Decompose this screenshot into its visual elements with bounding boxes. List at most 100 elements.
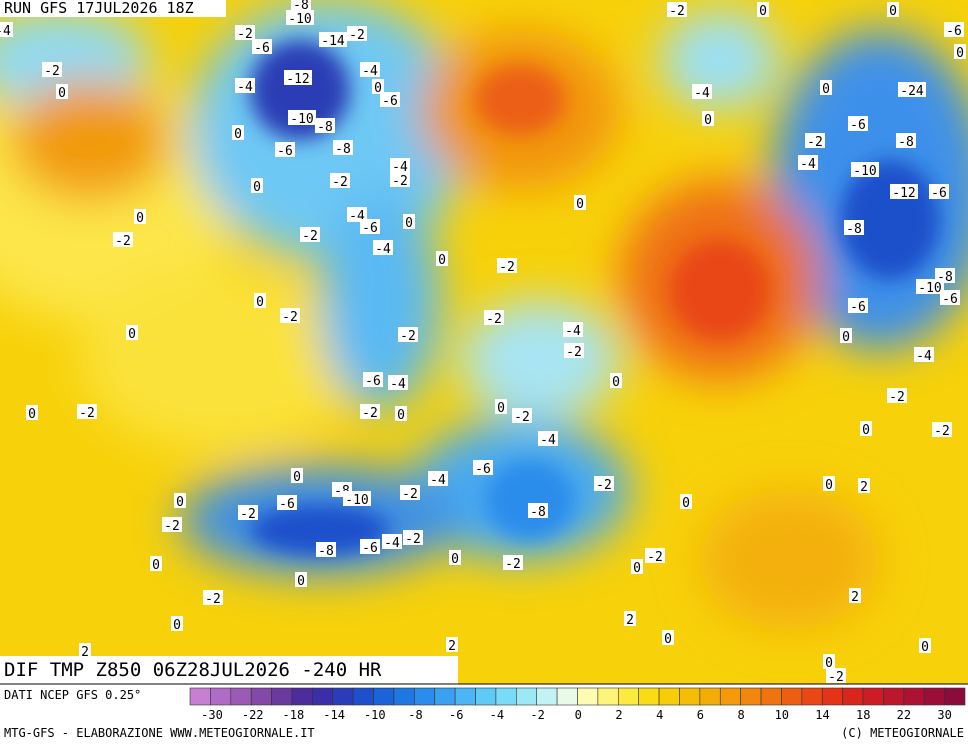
contour-label: -4 [916, 349, 932, 364]
contour-label-bg [347, 207, 367, 222]
contour-label-bg [449, 550, 461, 565]
contour-label: -2 [499, 260, 515, 275]
colorbar-tick-label: -30 [201, 708, 223, 722]
contour-label-bg [380, 92, 400, 107]
contour-label: 0 [664, 632, 672, 647]
contour-label-bg [79, 643, 91, 658]
colorbar-tick-label: -6 [449, 708, 463, 722]
contour-label-bg [932, 422, 952, 437]
contour-label: 0 [293, 470, 301, 485]
field-title: DIF TMP Z850 06Z28JUL2026 -240 HR [4, 659, 382, 681]
contour-label-bg [484, 310, 504, 325]
contour-label: -4 [390, 377, 406, 392]
colorbar-swatch [536, 687, 558, 706]
contour-label: 0 [136, 211, 144, 226]
colorbar-tick-label: -18 [283, 708, 305, 722]
colorbar-tick-label: -14 [323, 708, 345, 722]
contour-label: 0 [612, 375, 620, 390]
colorbar-swatch [658, 687, 680, 706]
contour-label-bg [757, 2, 769, 17]
contour-label-bg [826, 668, 846, 683]
contour-label-bg [343, 491, 371, 506]
contour-label: -8 [293, 0, 309, 13]
contour-label: -10 [853, 164, 876, 179]
contour-label-bg [538, 431, 558, 446]
colorbar-swatch [862, 687, 884, 706]
contour-label: -4 [375, 242, 391, 257]
contour-label-bg [232, 125, 244, 140]
colorbar-swatch [516, 687, 538, 706]
contour-label: -4 [237, 80, 253, 95]
contour-label: -4 [540, 433, 556, 448]
contour-label: -6 [942, 292, 958, 307]
contour-label: -6 [475, 462, 491, 477]
contour-label: -2 [486, 312, 502, 327]
colorbar-tick-label: -8 [408, 708, 422, 722]
contour-label: 0 [862, 423, 870, 438]
contour-label-bg [275, 142, 295, 157]
contour-label: 2 [448, 639, 456, 654]
colorbar-swatch [393, 687, 415, 706]
contour-label-bg [823, 476, 835, 491]
colorbar-swatch [475, 687, 497, 706]
contour-label-bg [564, 343, 584, 358]
contour-label: -2 [205, 592, 221, 607]
contour-label-bg [680, 494, 692, 509]
colorbar-swatch [352, 687, 374, 706]
contour-label: 0 [374, 81, 382, 96]
colorbar-tick-label: 2 [615, 708, 622, 722]
contour-label: -2 [405, 532, 421, 547]
contour-label: 0 [889, 4, 897, 19]
contour-label: -2 [392, 174, 408, 189]
contour-label-bg [333, 140, 353, 155]
credits: MTG-GFS - ELABORAZIONE WWW.METEOGIORNALE… [4, 726, 315, 740]
contour-label: -8 [898, 135, 914, 150]
colorbar-swatch [271, 687, 293, 706]
colorbar-swatch [230, 687, 252, 706]
contour-label-bg [631, 559, 643, 574]
contour-label: -2 [79, 406, 95, 421]
contour-label-bg [56, 84, 68, 99]
contour-label: -2 [302, 229, 318, 244]
contour-label-bg [288, 110, 316, 125]
run-box [0, 0, 226, 17]
contour-label: -4 [694, 86, 710, 101]
contour-label: -2 [505, 557, 521, 572]
contour-label: -4 [0, 24, 11, 39]
contour-label: 0 [921, 640, 929, 655]
colorbar-swatch [903, 687, 925, 706]
contour-label: 0 [451, 552, 459, 567]
contour-label: 0 [704, 113, 712, 128]
contour-label: 0 [176, 495, 184, 510]
contour-label-bg [610, 373, 622, 388]
colorbar-swatch [597, 687, 619, 706]
contour-label: -4 [565, 324, 581, 339]
contour-label: -2 [828, 670, 844, 685]
contour-label: -6 [946, 24, 962, 39]
contour-label: 0 [825, 656, 833, 671]
contour-label-bg [171, 616, 183, 631]
contour-label: -2 [237, 27, 253, 42]
contour-label-bg [360, 539, 380, 554]
contour-label-bg [251, 178, 263, 193]
colorbar-swatch [679, 687, 701, 706]
contour-label-bg [940, 290, 960, 305]
contour-label-bg [330, 173, 350, 188]
contour-label: -4 [392, 160, 408, 175]
contour-label: 0 [253, 180, 261, 195]
contour-label: -2 [44, 64, 60, 79]
contour-label-bg [360, 219, 380, 234]
contour-label-bg [347, 26, 367, 41]
contour-label-bg [914, 347, 934, 362]
contour-label-bg [286, 10, 314, 25]
contour-label: -6 [365, 374, 381, 389]
contour-label-bg [944, 22, 964, 37]
contour-label-bg [896, 133, 916, 148]
contour-label-bg [436, 251, 448, 266]
contour-label: 0 [234, 127, 242, 142]
contour-label-bg [316, 542, 336, 557]
colorbar-swatch [291, 687, 313, 706]
contour-label-bg [823, 654, 835, 669]
contour-label: -8 [317, 120, 333, 135]
